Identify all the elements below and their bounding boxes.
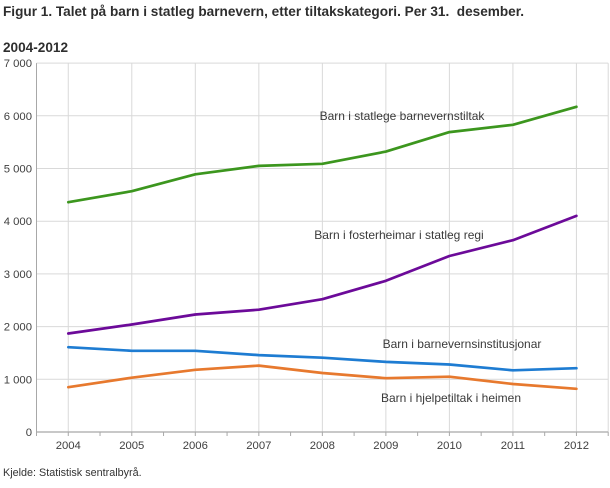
x-tick-label: 2009 — [373, 440, 398, 452]
series-label: Barn i fosterheimar i statleg regi — [314, 228, 483, 242]
figure-title-line2: 2004-2012 — [3, 39, 69, 55]
x-tick-label: 2005 — [119, 440, 144, 452]
y-tick-label: 2 000 — [4, 322, 32, 334]
x-tick-label: 2011 — [501, 440, 525, 452]
y-tick-label: 7 000 — [4, 58, 32, 70]
series-line — [66, 345, 578, 372]
series-line — [66, 105, 578, 204]
series-label: Barn i statlege barnevernstiltak — [320, 109, 486, 123]
source-note: Kjelde: Statistisk sentralbyrå. — [3, 467, 142, 479]
series-label: Barn i barnevernsinstitusjonar — [383, 337, 542, 351]
series-label: Barn i hjelpetiltak i heimen — [381, 391, 521, 405]
series-line — [66, 214, 578, 335]
y-tick-label: 1 000 — [4, 374, 32, 386]
line-chart: 0 1 000 2 000 3 000 4 000 5 000 6 000 7 000 2004… — [4, 58, 609, 452]
y-tick-label: 5 000 — [4, 164, 32, 176]
x-tick-label: 2006 — [183, 440, 208, 452]
x-tick-label: 2010 — [437, 440, 462, 452]
series-line — [66, 364, 578, 391]
figure-title: Figur 1. Talet på barn i statleg barneve… — [3, 3, 607, 57]
y-tick-label: 0 — [26, 427, 32, 439]
x-tick-label: 2008 — [310, 440, 335, 452]
y-tick-label: 4 000 — [4, 216, 32, 228]
y-tick-label: 6 000 — [4, 111, 32, 123]
x-tick-label: 2004 — [56, 440, 81, 452]
x-tick-label: 2007 — [246, 440, 271, 452]
x-tick-label: 2012 — [564, 440, 589, 452]
y-tick-label: 3 000 — [4, 269, 32, 281]
figure-title-line1: Figur 1. Talet på barn i statleg barneve… — [3, 4, 525, 19]
